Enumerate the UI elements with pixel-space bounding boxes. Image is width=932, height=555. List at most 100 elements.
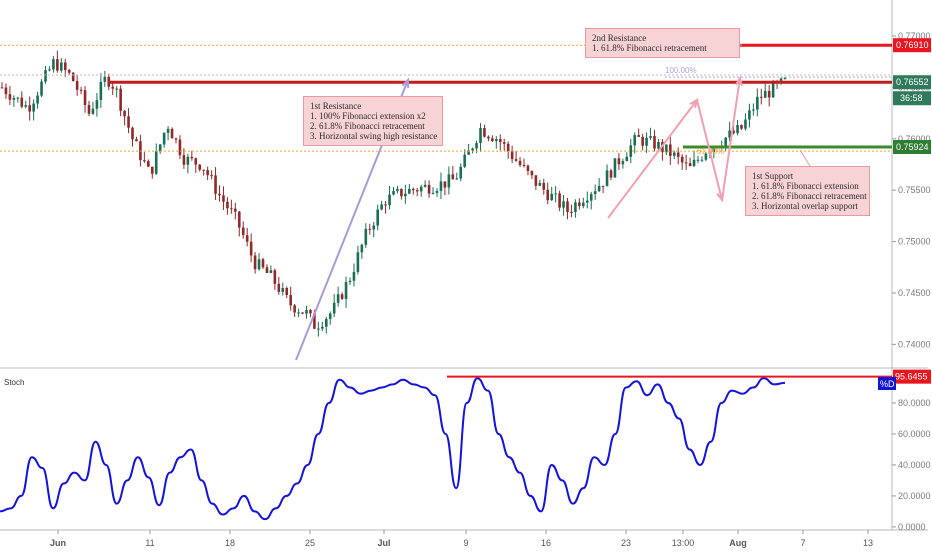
candle-body xyxy=(253,255,257,270)
candle-body xyxy=(558,193,561,208)
candle-body xyxy=(344,282,348,299)
candle-body xyxy=(75,81,79,90)
candle-body xyxy=(40,81,43,96)
candle-body xyxy=(728,130,731,138)
candle-body xyxy=(657,141,660,149)
candle-body xyxy=(669,144,672,156)
candle-body xyxy=(546,189,550,201)
candle-body xyxy=(455,178,459,180)
candle-body xyxy=(748,110,751,120)
candle-body xyxy=(206,170,209,176)
stoch-axis-label: 40.0000 xyxy=(898,460,931,470)
candle-body xyxy=(123,110,126,117)
pink-arrow-3 xyxy=(721,77,741,201)
candle-body xyxy=(578,202,581,207)
candle-body xyxy=(526,165,530,171)
candle-body xyxy=(653,136,656,149)
candle-body xyxy=(285,288,289,295)
candle-body xyxy=(4,87,8,95)
fib-label-100: 100.00% xyxy=(665,66,697,75)
candle-body xyxy=(71,72,75,82)
candle-body xyxy=(36,95,39,104)
candle-body xyxy=(237,211,241,228)
candle-body xyxy=(32,103,35,112)
pink-arrow-3-head xyxy=(734,75,743,86)
candle-body xyxy=(396,188,399,192)
candle-body xyxy=(273,270,277,284)
candle-body xyxy=(589,194,593,201)
candle-body xyxy=(241,227,245,236)
candle-body xyxy=(277,283,281,292)
candle-body xyxy=(336,294,340,303)
percent-d-badge: %D xyxy=(880,379,895,389)
stoch-axis-label: 20.0000 xyxy=(898,491,931,501)
candle-body xyxy=(538,182,542,186)
candle-body xyxy=(495,139,498,142)
candle-body xyxy=(423,184,427,187)
candle-body xyxy=(649,136,652,138)
price-tag-1st-support-bg xyxy=(893,139,931,154)
candle-body xyxy=(360,244,364,253)
candle-body xyxy=(665,144,668,153)
candle-body xyxy=(593,191,597,195)
price-tag-1st-support: 0.75924 xyxy=(896,142,929,152)
time-axis-label: Aug xyxy=(729,538,747,548)
candle-body xyxy=(542,182,546,190)
annotation-line: 3. Horizontal overlap support xyxy=(752,201,858,211)
candle-body xyxy=(234,208,237,212)
candle-body xyxy=(400,188,403,197)
price-tag-2nd-resistance-bg xyxy=(893,38,931,53)
stoch-title: Stoch xyxy=(4,378,24,387)
candle-body xyxy=(487,136,490,139)
candle-body xyxy=(522,164,526,166)
candle-body xyxy=(91,108,95,114)
candle-body xyxy=(249,241,253,256)
price-axis-label: 0.77000 xyxy=(898,31,931,41)
candle-body xyxy=(119,88,122,111)
candle-body xyxy=(696,159,700,161)
candle-body xyxy=(186,156,190,165)
candle-body xyxy=(79,89,83,91)
candle-body xyxy=(625,156,629,162)
candle-body xyxy=(724,137,727,147)
candle-body xyxy=(226,201,229,209)
candle-body xyxy=(103,76,107,82)
candle-body xyxy=(700,159,704,161)
annotation-line: 2. 61.8% Fibonacci retracement xyxy=(310,121,425,131)
candle-body xyxy=(447,174,451,188)
candle-body xyxy=(732,130,735,134)
candle-body xyxy=(28,105,31,112)
candles-group xyxy=(0,50,787,337)
candle-body xyxy=(779,78,783,83)
candle-body xyxy=(427,184,431,194)
candle-body xyxy=(475,143,478,149)
candle-body xyxy=(48,69,51,71)
annotation-1st-resistance: 1st Resistance 1. 100% Fibonacci extensi… xyxy=(303,96,443,146)
connector-1st-support xyxy=(799,149,811,167)
candle-body xyxy=(131,127,134,140)
candle-body xyxy=(99,81,103,101)
candle-body xyxy=(44,70,47,82)
annotation-line: 2. 61.8% Fibonacci retracement xyxy=(752,191,867,201)
stoch-value-tag: 95.6455 xyxy=(895,372,928,382)
candle-body xyxy=(301,312,304,314)
candle-body xyxy=(629,145,633,157)
candle-body xyxy=(613,158,617,178)
price-axis-label: 0.75500 xyxy=(898,185,931,195)
candle-body xyxy=(20,97,24,107)
candle-body xyxy=(566,201,569,212)
candle-body xyxy=(534,175,538,186)
candle-body xyxy=(479,128,482,144)
candle-body xyxy=(574,202,577,212)
candle-body xyxy=(87,104,91,114)
candle-body xyxy=(530,170,534,176)
candle-body xyxy=(166,128,170,133)
candle-body xyxy=(483,128,486,137)
candle-body xyxy=(83,90,87,105)
candle-body xyxy=(340,294,344,299)
time-axis-label: 7 xyxy=(800,538,805,548)
candle-body xyxy=(451,174,455,180)
candle-body xyxy=(321,326,324,329)
